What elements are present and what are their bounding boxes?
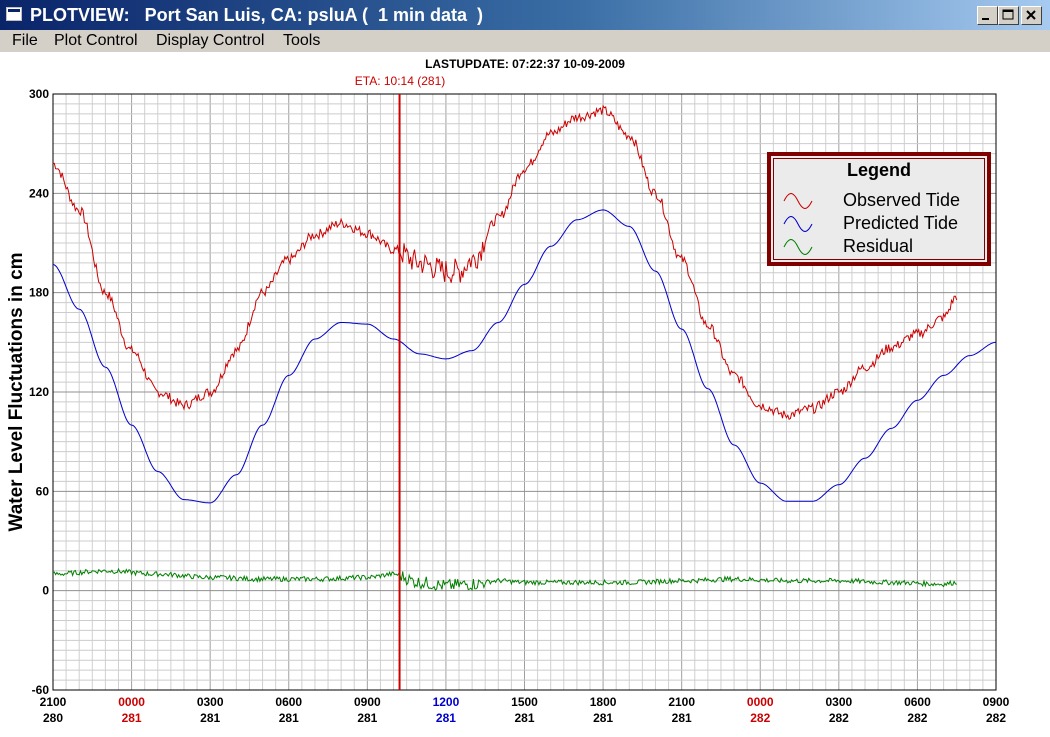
window-title: PLOTVIEW: Port San Luis, CA: psluA ( 1 m… — [30, 5, 484, 25]
legend-title: Legend — [846, 160, 911, 180]
x-tick-time: 1800 — [590, 695, 617, 709]
red-wave-icon — [783, 193, 813, 209]
menu-bar: File Plot Control Display Control Tools — [0, 30, 1050, 52]
y-tick-label: 300 — [29, 87, 49, 101]
x-tick-day: 282 — [986, 711, 1006, 725]
x-tick-time: 0600 — [904, 695, 931, 709]
close-button[interactable] — [1021, 6, 1042, 25]
blue-wave-icon — [783, 216, 813, 232]
last-update-label: LASTUPDATE: 07:22:37 10-09-2009 — [425, 57, 625, 71]
x-tick-day: 282 — [750, 711, 770, 725]
x-tick-day: 281 — [436, 711, 456, 725]
legend-label-predicted: Predicted Tide — [843, 213, 959, 233]
minimize-icon — [982, 18, 989, 20]
close-icon — [1026, 10, 1036, 20]
x-tick-labels: 2100 280 0000 281 0300 281 0600 281 0900 281 1200 2… — [40, 695, 1010, 725]
x-tick-time: 0300 — [825, 695, 852, 709]
y-tick-label: 180 — [29, 286, 49, 300]
maximize-button[interactable] — [998, 6, 1019, 25]
menu-tools[interactable]: Tools — [283, 32, 321, 49]
x-tick-day: 281 — [122, 711, 142, 725]
plot-area: 300 240 180 120 60 0 -60 2100 280 0000 281 0300 281… — [0, 52, 1050, 737]
y-axis-label: Water Level Fluctuations in cm — [6, 252, 27, 531]
plot-frame — [52, 93, 997, 691]
y-tick-label: 60 — [36, 484, 50, 498]
x-tick-time: 0000 — [747, 695, 774, 709]
y-tick-label: 120 — [29, 385, 49, 399]
x-tick-day: 282 — [907, 711, 927, 725]
eta-label: ETA: 10:14 (281) — [355, 74, 446, 88]
x-tick-time: 0600 — [275, 695, 302, 709]
x-tick-day: 280 — [43, 711, 63, 725]
x-tick-day: 281 — [200, 711, 220, 725]
x-tick-time: 0900 — [983, 695, 1010, 709]
x-tick-time: 0000 — [118, 695, 145, 709]
x-tick-day: 281 — [279, 711, 299, 725]
predicted-tide-line — [52, 209, 997, 504]
window-icon[interactable] — [6, 7, 22, 21]
x-tick-time: 0900 — [354, 695, 381, 709]
residual-line — [52, 567, 957, 592]
x-tick-time: 2100 — [40, 695, 67, 709]
observed-tide-line — [52, 104, 958, 421]
menu-plot-control[interactable]: Plot Control — [54, 32, 138, 49]
y-tick-label: 0 — [42, 584, 49, 598]
x-tick-time: 1200 — [433, 695, 460, 709]
menu-display-control[interactable]: Display Control — [156, 32, 265, 49]
legend: Legend Observed Tide Predicted Tide Resi… — [767, 152, 991, 266]
x-tick-day: 281 — [672, 711, 692, 725]
series-lines — [52, 104, 997, 592]
minimize-button[interactable] — [977, 6, 998, 25]
x-tick-day: 281 — [357, 711, 377, 725]
title-bar[interactable]: PLOTVIEW: Port San Luis, CA: psluA ( 1 m… — [0, 0, 1050, 30]
menu-file[interactable]: File — [12, 32, 38, 49]
x-tick-time: 1500 — [511, 695, 538, 709]
maximize-icon — [1002, 9, 1014, 20]
legend-label-residual: Residual — [843, 236, 914, 256]
legend-label-observed: Observed Tide — [843, 190, 961, 210]
y-tick-label: -60 — [32, 683, 50, 697]
x-tick-day: 282 — [829, 711, 849, 725]
x-tick-time: 2100 — [668, 695, 695, 709]
x-tick-day: 281 — [593, 711, 613, 725]
y-tick-labels: 300 240 180 120 60 0 -60 — [29, 87, 49, 697]
x-tick-day: 281 — [514, 711, 534, 725]
x-tick-time: 0300 — [197, 695, 224, 709]
y-tick-label: 240 — [29, 186, 49, 200]
green-wave-icon — [783, 239, 813, 255]
